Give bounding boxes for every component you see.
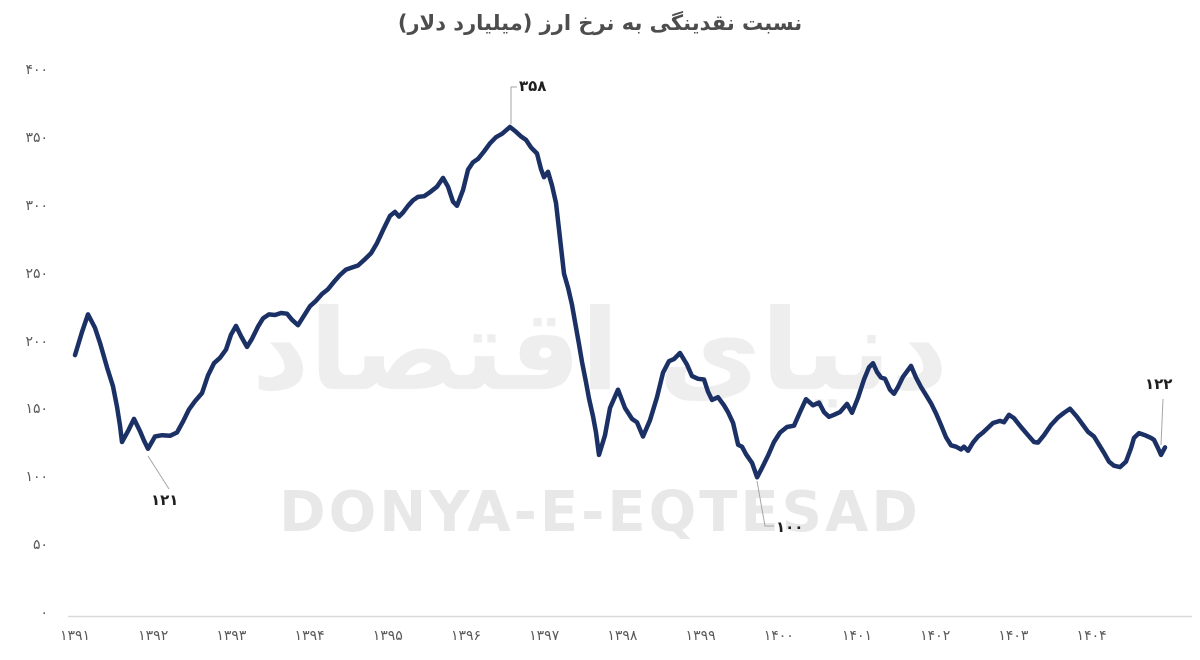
y-tick-label: ۲۵۰ <box>25 265 48 282</box>
x-tick-label: ۱۳۹۳ <box>216 628 247 644</box>
annotation-leader-dip-1391 <box>147 455 170 490</box>
annotation-leader-dip-1399 <box>756 480 774 527</box>
annotation-latest-label: ۱۲۲ <box>1145 375 1173 393</box>
y-tick-label: ۱۰۰ <box>25 469 48 486</box>
x-tick-label: ۱۴۰۳ <box>998 628 1029 644</box>
x-tick-label: ۱۴۰۴ <box>1076 628 1107 644</box>
x-tick-label: ۱۳۹۲ <box>138 628 169 644</box>
y-tick-label: ۴۰۰ <box>25 62 48 78</box>
annotation-dip-1399-label: ۱۰۰ <box>776 518 804 536</box>
y-tick-label: ۳۰۰ <box>25 197 48 214</box>
watermark-latin: DONYA-E-EQTESAD <box>279 480 921 545</box>
y-tick-label: ۱۵۰ <box>25 401 48 418</box>
x-tick-label: ۱۴۰۱ <box>841 628 873 644</box>
x-tick-label: ۱۳۹۶ <box>450 628 482 644</box>
x-tick-label: ۱۳۹۹ <box>685 628 716 644</box>
x-tick-label: ۱۳۹۱ <box>59 628 91 644</box>
annotation-leader-peak <box>510 86 517 124</box>
x-tick-label: ۱۳۹۷ <box>529 628 560 644</box>
x-tick-label: ۱۴۰۲ <box>920 628 951 644</box>
annotation-dip-1391-label: ۱۲۱ <box>151 491 179 509</box>
y-tick-label: ۲۰۰ <box>25 333 48 350</box>
watermark-persian-logo: دنیای اقتصاد <box>251 286 949 416</box>
annotation-leader-latest <box>1160 398 1164 446</box>
x-tick-label: ۱۳۹۵ <box>372 628 403 644</box>
x-tick-label: ۱۳۹۴ <box>294 628 325 644</box>
y-tick-label: ۰ <box>40 605 48 621</box>
trend-line <box>72 124 1168 480</box>
y-tick-label: ۳۵۰ <box>25 129 48 146</box>
annotation-peak-label: ۳۵۸ <box>519 77 547 95</box>
y-tick-label: ۵۰ <box>32 537 48 554</box>
x-tick-label: ۱۴۰۰ <box>763 628 794 644</box>
x-tick-label: ۱۳۹۸ <box>607 628 638 644</box>
chart-title: نسبت نقدینگی به نرخ ارز (میلیارد دلار) <box>397 11 803 35</box>
